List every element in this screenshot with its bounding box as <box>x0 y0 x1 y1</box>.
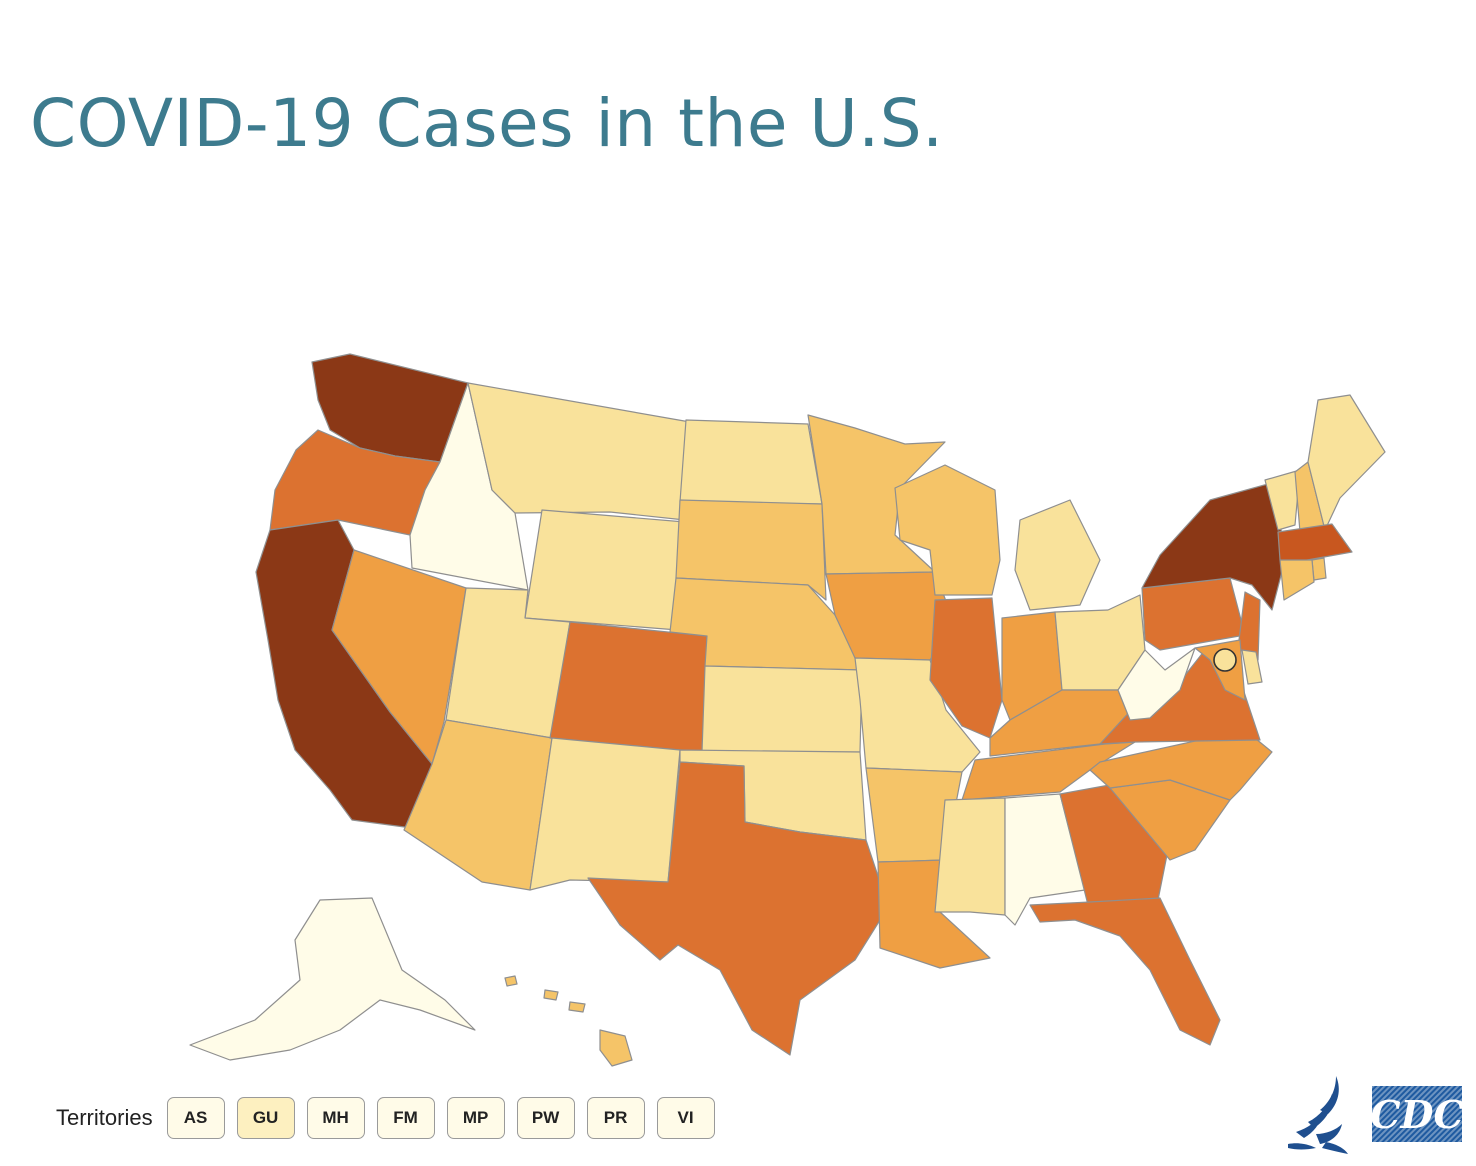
hhs-eagle-logo <box>1288 1076 1348 1154</box>
territory-button-mh[interactable]: MH <box>306 1097 365 1139</box>
state-new-york[interactable] <box>1141 481 1286 611</box>
state-hawaii[interactable] <box>504 975 633 1067</box>
state-connecticut[interactable] <box>1279 559 1315 601</box>
territory-button-as[interactable]: AS <box>166 1097 225 1139</box>
state-maine[interactable] <box>1307 394 1386 531</box>
state-alaska[interactable] <box>189 897 476 1061</box>
state-massachusetts[interactable] <box>1277 523 1353 563</box>
territory-code: GU <box>252 1108 279 1127</box>
territory-code: MP <box>462 1108 489 1127</box>
page-title: COVID-19 Cases in the U.S. <box>30 85 944 162</box>
territory-button-vi[interactable]: VI <box>656 1097 715 1139</box>
state-mississippi[interactable] <box>934 797 1006 916</box>
state-wisconsin[interactable] <box>894 464 1001 596</box>
cdc-logo: CDC <box>1372 1086 1462 1142</box>
state-kansas[interactable] <box>701 665 863 753</box>
svg-text:CDC: CDC <box>1372 1092 1462 1137</box>
territory-code: MH <box>322 1108 349 1127</box>
state-new-mexico[interactable] <box>529 737 681 891</box>
state-district-of-columbia[interactable] <box>1213 648 1237 672</box>
state-colorado[interactable] <box>549 621 708 753</box>
territories-label: Territories <box>56 1105 153 1130</box>
state-wyoming[interactable] <box>524 509 686 631</box>
state-florida[interactable] <box>1029 897 1221 1046</box>
territory-code: VI <box>677 1108 694 1127</box>
state-montana[interactable] <box>467 382 691 521</box>
territory-button-pr[interactable]: PR <box>586 1097 645 1139</box>
territory-code: FM <box>393 1108 418 1127</box>
state-west-virginia[interactable] <box>1117 647 1196 721</box>
territory-button-fm[interactable]: FM <box>376 1097 435 1139</box>
territory-code: PW <box>531 1108 560 1127</box>
state-vermont[interactable] <box>1264 469 1301 531</box>
territory-code: AS <box>183 1108 208 1127</box>
state-michigan[interactable] <box>1014 499 1101 611</box>
state-delaware[interactable] <box>1241 649 1263 685</box>
territories-bar: Territories AS GU MH FM MP PW PR VI <box>56 1096 727 1140</box>
state-texas[interactable] <box>587 761 881 1056</box>
territory-code: PR <box>603 1108 628 1127</box>
territory-button-pw[interactable]: PW <box>516 1097 575 1139</box>
territory-button-mp[interactable]: MP <box>446 1097 505 1139</box>
state-south-dakota[interactable] <box>675 499 827 601</box>
territory-button-gu[interactable]: GU <box>236 1097 295 1139</box>
state-pennsylvania[interactable] <box>1141 577 1246 651</box>
state-north-dakota[interactable] <box>679 419 823 505</box>
